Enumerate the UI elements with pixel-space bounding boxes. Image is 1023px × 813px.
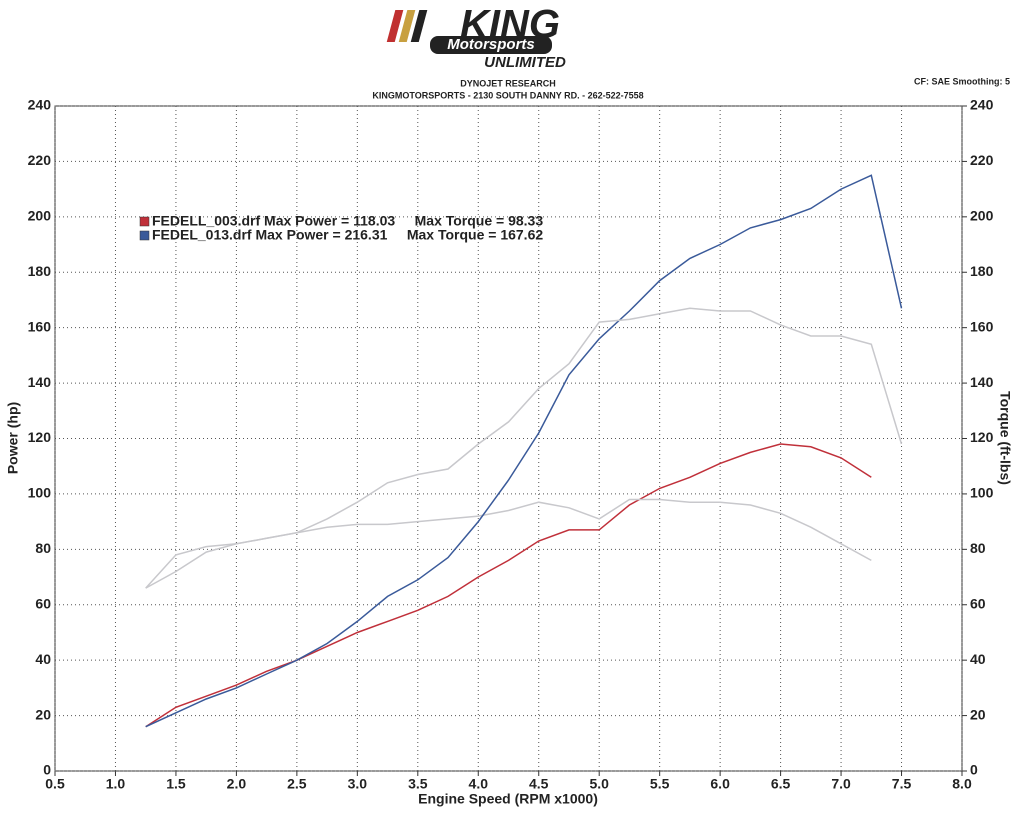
y2-axis-label: Torque (ft-lbs) — [997, 391, 1013, 485]
y-tick-label: 220 — [28, 152, 52, 168]
data-line — [145, 498, 872, 589]
y-tick-label: 40 — [35, 651, 51, 667]
y-tick-label: 100 — [28, 485, 52, 501]
y-tick-label: 140 — [28, 374, 52, 390]
y-axis-label: Power (hp) — [5, 402, 21, 474]
header-address: KINGMOTORSPORTS - 2130 SOUTH DANNY RD. -… — [372, 90, 643, 100]
legend-entry: FEDELL_003.drf Max Power = 118.03 Max To… — [152, 213, 543, 229]
y2-tick-label: 40 — [970, 651, 986, 667]
x-tick-label: 7.0 — [831, 776, 851, 792]
y2-tick-label: 100 — [970, 485, 994, 501]
y-tick-label: 240 — [28, 97, 52, 113]
legend-swatch — [139, 216, 150, 227]
y-tick-label: 200 — [28, 208, 52, 224]
x-tick-label: 3.5 — [408, 776, 428, 792]
data-line — [145, 174, 903, 728]
y2-tick-label: 60 — [970, 595, 986, 611]
y-tick-label: 160 — [28, 318, 52, 334]
y2-tick-label: 160 — [970, 318, 994, 334]
logo: KING Motorsports UNLIMITED — [386, 3, 566, 71]
x-tick-label: 4.0 — [469, 776, 489, 792]
y2-tick-label: 180 — [970, 263, 994, 279]
data-line — [145, 443, 872, 728]
header-settings: CF: SAE Smoothing: 5 — [914, 76, 1010, 86]
x-tick-label: 4.5 — [529, 776, 549, 792]
y-tick-label: 120 — [28, 429, 52, 445]
y-tick-label: 20 — [35, 706, 51, 722]
x-tick-label: 2.5 — [287, 776, 307, 792]
legend-entry: FEDEL_013.drf Max Power = 216.31 Max Tor… — [152, 227, 543, 243]
y2-tick-label: 80 — [970, 540, 986, 556]
y2-tick-label: 120 — [970, 429, 994, 445]
x-tick-label: 1.5 — [166, 776, 186, 792]
x-tick-label: 0.5 — [45, 776, 65, 792]
logo-line: UNLIMITED — [484, 54, 566, 71]
y2-tick-label: 20 — [970, 706, 986, 722]
logo-line: Motorsports — [447, 36, 535, 53]
x-tick-label: 6.0 — [710, 776, 730, 792]
x-tick-label: 3.0 — [348, 776, 368, 792]
y2-tick-label: 200 — [970, 208, 994, 224]
header-title: DYNOJET RESEARCH — [460, 78, 556, 88]
y-tick-label: 0 — [43, 762, 51, 778]
logo-stripe — [398, 10, 416, 42]
y-tick-label: 60 — [35, 595, 51, 611]
y-tick-label: 80 — [35, 540, 51, 556]
x-tick-label: 1.0 — [106, 776, 126, 792]
x-tick-label: 2.0 — [227, 776, 247, 792]
y2-tick-label: 240 — [970, 97, 994, 113]
x-tick-label: 7.5 — [892, 776, 912, 792]
logo-band — [430, 36, 552, 54]
x-tick-label: 6.5 — [771, 776, 791, 792]
legend-swatch — [139, 230, 150, 241]
y2-tick-label: 0 — [970, 762, 978, 778]
x-tick-label: 5.5 — [650, 776, 670, 792]
y-tick-label: 180 — [28, 263, 52, 279]
y2-tick-label: 220 — [970, 152, 994, 168]
data-line — [145, 307, 903, 589]
logo-stripe — [386, 10, 404, 42]
x-tick-label: 8.0 — [952, 776, 972, 792]
x-axis-label: Engine Speed (RPM x1000) — [418, 791, 598, 807]
x-tick-label: 5.0 — [589, 776, 609, 792]
logo-stripe — [410, 10, 428, 42]
y2-tick-label: 140 — [970, 374, 994, 390]
